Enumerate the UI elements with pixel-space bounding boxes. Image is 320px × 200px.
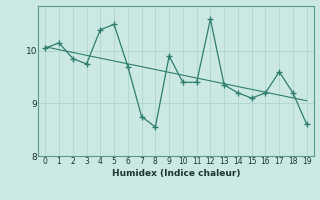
X-axis label: Humidex (Indice chaleur): Humidex (Indice chaleur)	[112, 169, 240, 178]
